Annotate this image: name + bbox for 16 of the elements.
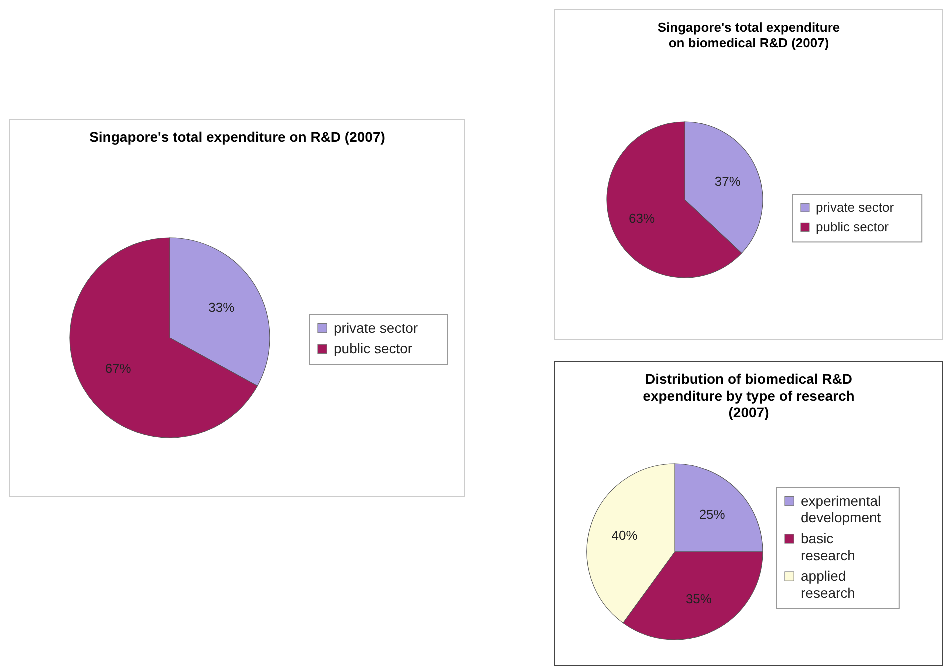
data-label: 33% bbox=[208, 300, 236, 316]
legend-label: public sector bbox=[816, 220, 890, 235]
data-label: 35% bbox=[686, 592, 712, 607]
legend-label: public sector bbox=[334, 340, 413, 357]
chart-title: Singapore's total expenditure on biomedical R&D (2007) bbox=[658, 20, 840, 51]
data-label: 40% bbox=[612, 528, 638, 544]
data-label: 25% bbox=[699, 507, 726, 522]
legend-label: basic research bbox=[801, 530, 856, 564]
chart-title: Singapore's total expenditure on R&D (2007) bbox=[90, 129, 386, 145]
legend-label: applied research bbox=[801, 568, 856, 601]
legend-label: private sector bbox=[816, 200, 895, 216]
chart-title: Distribution of biomedical R&D expenditure by type of research (2007) bbox=[643, 371, 855, 421]
legend-label: private sector bbox=[334, 320, 418, 336]
data-label: 37% bbox=[714, 174, 742, 189]
data-label: 67% bbox=[105, 361, 132, 376]
data-label: 63% bbox=[629, 211, 656, 226]
